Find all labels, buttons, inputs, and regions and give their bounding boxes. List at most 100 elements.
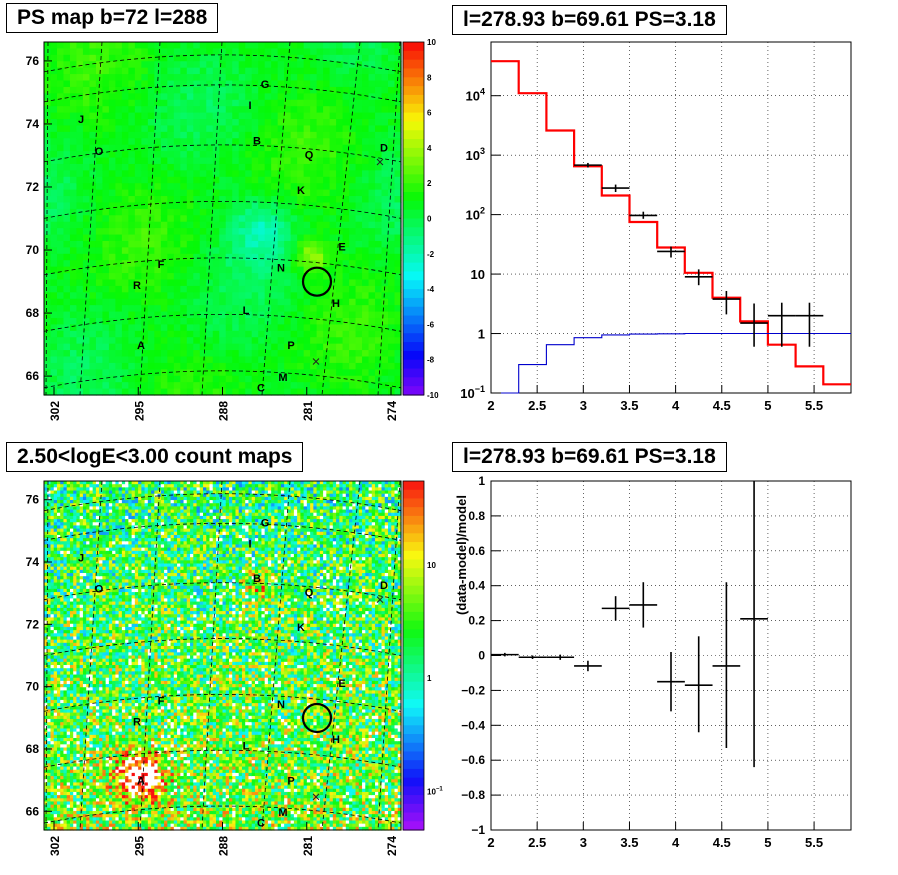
heatmap-cell — [342, 61, 350, 69]
heatmap-cell — [277, 176, 285, 184]
heatmap-cell — [141, 131, 149, 139]
heatmap-cell — [121, 189, 129, 197]
heatmap-cell — [63, 779, 68, 784]
heatmap-cell — [76, 112, 84, 120]
heatmap-cell — [92, 630, 97, 634]
heatmap-cell — [60, 620, 65, 625]
heatmap-cell — [141, 119, 149, 127]
heatmap-cell — [50, 509, 55, 514]
heatmap-cell — [388, 273, 396, 281]
heatmap-cell — [69, 782, 74, 787]
heatmap-cell — [147, 131, 155, 139]
heatmap-cell — [349, 298, 357, 306]
heatmap-cell — [69, 382, 78, 390]
heatmap-cell — [50, 661, 55, 666]
heatmap-cell — [134, 337, 142, 345]
heatmap-cell — [66, 801, 71, 806]
heatmap-cell — [69, 512, 74, 517]
heatmap-cell — [50, 266, 58, 274]
heatmap-cells — [44, 481, 402, 831]
heatmap-cell — [69, 544, 74, 549]
heatmap-cell — [290, 362, 298, 370]
heatmap-cell — [82, 544, 87, 549]
heatmap-cell — [86, 573, 91, 577]
heatmap-cell — [329, 74, 337, 82]
heatmap-cell — [89, 356, 97, 364]
heatmap-cell — [147, 298, 155, 306]
heatmap-cell — [86, 757, 91, 761]
heatmap-cell — [92, 642, 97, 647]
heatmap-cell — [238, 279, 246, 287]
heatmap-cell — [82, 703, 87, 707]
heatmap-cell — [251, 99, 259, 107]
heatmap-cell — [258, 362, 266, 370]
heatmap-cell — [95, 645, 100, 650]
heatmap-cell — [92, 503, 97, 507]
heatmap-cell — [290, 144, 298, 152]
heatmap-cell — [50, 163, 58, 171]
heatmap-cell — [147, 138, 155, 146]
heatmap-cell — [303, 176, 311, 184]
heatmap-cell — [86, 817, 91, 822]
heatmap-cell — [69, 375, 78, 383]
heatmap-cell — [251, 176, 259, 184]
heatmap-cell — [95, 512, 100, 517]
heatmap-cell — [245, 112, 253, 120]
heatmap-cell — [141, 285, 149, 293]
heatmap-cell — [310, 311, 318, 319]
heatmap-cell — [92, 718, 97, 723]
heatmap-cell — [79, 592, 84, 596]
heatmap-cell — [82, 823, 87, 828]
heatmap-cell — [47, 722, 52, 726]
heatmap-cell — [342, 131, 350, 139]
heatmap-cell — [63, 769, 68, 774]
heatmap-cell — [66, 598, 71, 603]
heatmap-cell — [134, 330, 142, 338]
heatmap-cell — [141, 208, 149, 216]
heatmap-cell — [60, 493, 65, 498]
heatmap-cell — [73, 544, 78, 549]
heatmap-cell — [271, 298, 279, 306]
heatmap-cell — [394, 144, 402, 152]
heatmap-cell — [86, 538, 91, 542]
heatmap-cell — [76, 74, 84, 82]
heatmap-cell — [56, 163, 65, 171]
heatmap-cell — [76, 519, 81, 523]
heatmap-cell — [349, 279, 357, 287]
heatmap-cell — [56, 343, 65, 351]
heatmap-cell — [82, 734, 87, 739]
heatmap-cell — [154, 253, 162, 261]
heatmap-cell — [342, 247, 350, 255]
heatmap-cell — [394, 125, 402, 133]
heatmap-cell — [60, 709, 65, 714]
heatmap-cell — [303, 356, 311, 364]
heatmap-cell — [47, 585, 52, 590]
heatmap-cell — [277, 305, 285, 313]
heatmap-cell — [95, 722, 100, 726]
heatmap-cell — [76, 620, 81, 625]
heatmap-cell — [349, 119, 357, 127]
source-label-B: B — [253, 135, 261, 147]
heatmap-cell — [297, 234, 305, 242]
colorbar-step — [403, 50, 424, 61]
heatmap-cell — [368, 106, 376, 114]
heatmap-cell — [180, 234, 188, 242]
heatmap-cell — [69, 769, 74, 774]
heatmap-cell — [336, 234, 344, 242]
heatmap-cell — [50, 611, 55, 615]
heatmap-cell — [310, 330, 318, 338]
heatmap-cell — [47, 493, 52, 498]
heatmap-cell — [173, 292, 181, 300]
heatmap-cell — [147, 67, 155, 75]
heatmap-cell — [160, 93, 168, 101]
heatmap-cell — [76, 795, 81, 799]
heatmap-cell — [56, 189, 65, 197]
heatmap-cell — [167, 163, 175, 171]
heatmap-cell — [66, 611, 71, 615]
heatmap-cell — [238, 151, 246, 159]
heatmap-cell — [225, 266, 233, 274]
heatmap-cell — [121, 298, 129, 306]
heatmap-cell — [92, 528, 97, 533]
heatmap-cell — [349, 337, 357, 345]
heatmap-cell — [264, 183, 272, 191]
